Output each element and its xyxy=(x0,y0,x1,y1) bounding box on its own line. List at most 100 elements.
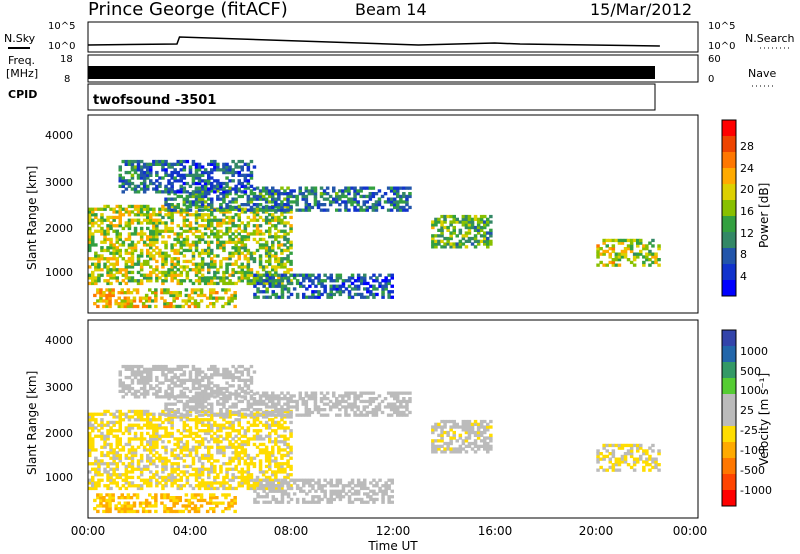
power-cell xyxy=(372,292,376,297)
power-cell xyxy=(289,192,293,196)
power-cell xyxy=(141,304,146,309)
power-cell xyxy=(194,243,199,247)
power-cell xyxy=(483,236,487,241)
velocity-cell xyxy=(402,413,406,417)
velocity-cell xyxy=(108,504,112,508)
power-cell xyxy=(264,189,269,193)
power-cell xyxy=(215,299,219,303)
power-cell xyxy=(161,262,165,266)
velocity-cell xyxy=(473,444,478,448)
velocity-cell xyxy=(176,484,180,488)
velocity-cell xyxy=(249,364,254,369)
velocity-cell xyxy=(173,462,177,466)
velocity-cell xyxy=(179,389,183,393)
power-cell xyxy=(158,210,162,214)
velocity-cell xyxy=(112,478,116,482)
power-cell xyxy=(274,273,278,277)
velocity-cell xyxy=(353,497,358,502)
velocity-cell xyxy=(142,418,147,422)
power-cell xyxy=(372,279,376,283)
noise-sky-label: N.Sky xyxy=(4,32,36,45)
power-cell xyxy=(213,235,217,239)
power-cell xyxy=(344,205,348,210)
power-cell xyxy=(191,254,196,258)
velocity-cell xyxy=(446,433,450,437)
power-cell xyxy=(219,276,223,280)
power-cell xyxy=(289,281,294,286)
velocity-cell xyxy=(240,399,244,404)
velocity-cell xyxy=(240,408,244,412)
power-cell xyxy=(108,291,112,295)
power-cell xyxy=(396,194,400,199)
power-cell xyxy=(109,240,113,244)
power-cell xyxy=(118,173,122,177)
velocity-cell xyxy=(381,497,385,502)
velocity-cell xyxy=(207,381,211,385)
power-cell xyxy=(155,251,159,255)
power-cell xyxy=(372,295,376,299)
velocity-cell xyxy=(97,434,101,438)
velocity-cell xyxy=(91,475,95,480)
power-cell xyxy=(203,276,208,280)
power-cell xyxy=(181,304,185,309)
velocity-cell xyxy=(228,456,232,460)
power-cell xyxy=(375,292,379,297)
velocity-cell xyxy=(265,495,269,499)
velocity-cell xyxy=(222,413,226,417)
power-cell xyxy=(389,197,394,201)
velocity-cell xyxy=(434,450,438,454)
power-cell xyxy=(437,242,441,246)
power-cell xyxy=(307,192,312,196)
velocity-cell xyxy=(479,430,484,435)
power-cell xyxy=(130,270,135,275)
power-cell xyxy=(648,263,652,267)
velocity-cell xyxy=(152,412,156,416)
power-cell xyxy=(467,231,472,235)
velocity-cell xyxy=(629,465,634,470)
velocity-cell xyxy=(396,391,400,395)
power-cell xyxy=(396,203,400,207)
velocity-cell xyxy=(120,507,124,511)
power-cell xyxy=(228,229,232,233)
power-cell xyxy=(158,176,162,180)
velocity-cell xyxy=(311,478,315,482)
velocity-cell xyxy=(365,410,369,415)
velocity-cell xyxy=(329,500,333,504)
power-cell xyxy=(258,229,263,233)
velocity-cell xyxy=(365,391,369,395)
velocity-cell xyxy=(185,423,190,427)
power-cell xyxy=(387,290,391,294)
power-cell xyxy=(112,265,116,269)
velocity-cell xyxy=(127,440,132,444)
velocity-cell xyxy=(323,484,327,488)
power-cell xyxy=(106,257,110,261)
velocity-cell xyxy=(292,492,297,496)
velocity-cell xyxy=(277,489,282,493)
velocity-cell xyxy=(483,425,487,429)
velocity-cell xyxy=(319,391,324,395)
power-cell xyxy=(210,159,214,164)
velocity-cell xyxy=(100,478,104,482)
velocity-cell xyxy=(152,431,156,436)
velocity-cell xyxy=(240,481,244,485)
velocity-cell xyxy=(252,462,257,466)
velocity-cell xyxy=(161,464,165,469)
velocity-cell xyxy=(399,405,403,409)
velocity-cell xyxy=(261,473,266,477)
power-cell xyxy=(152,187,156,191)
velocity-cell xyxy=(127,451,132,455)
power-cell xyxy=(431,225,435,230)
velocity-cell xyxy=(124,464,129,469)
power-cell xyxy=(252,251,257,255)
power-cell xyxy=(489,228,493,232)
power-cell xyxy=(387,273,391,277)
power-cell xyxy=(307,205,312,210)
velocity-cell xyxy=(261,402,266,406)
velocity-cell xyxy=(118,475,122,480)
velocity-cell xyxy=(210,462,214,466)
power-cell xyxy=(176,268,180,272)
velocity-cell xyxy=(369,481,373,485)
power-cell xyxy=(152,268,156,272)
power-cell xyxy=(252,232,257,236)
velocity-cell xyxy=(133,409,138,414)
